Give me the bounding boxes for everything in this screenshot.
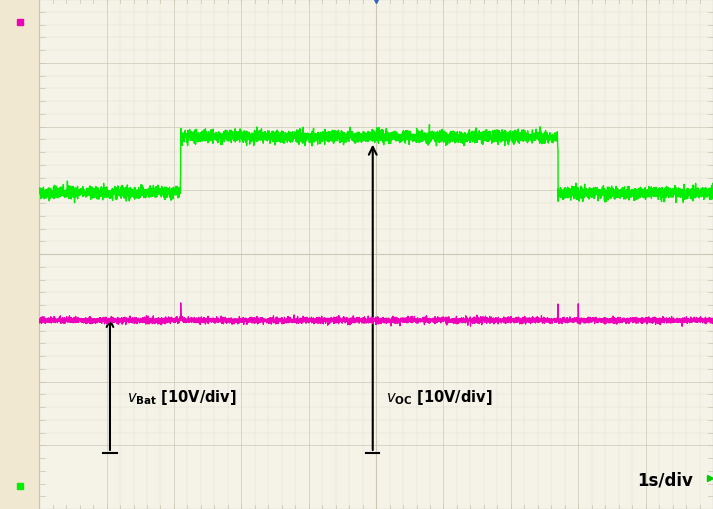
Text: $v_{\mathbf{OC}}$ $\mathbf{[10V/div]}$: $v_{\mathbf{OC}}$ $\mathbf{[10V/div]}$: [386, 387, 493, 407]
Text: $v_{\mathbf{Bat}}$ $\mathbf{[10V/div]}$: $v_{\mathbf{Bat}}$ $\mathbf{[10V/div]}$: [127, 387, 237, 407]
Text: 1s/div: 1s/div: [637, 471, 693, 489]
